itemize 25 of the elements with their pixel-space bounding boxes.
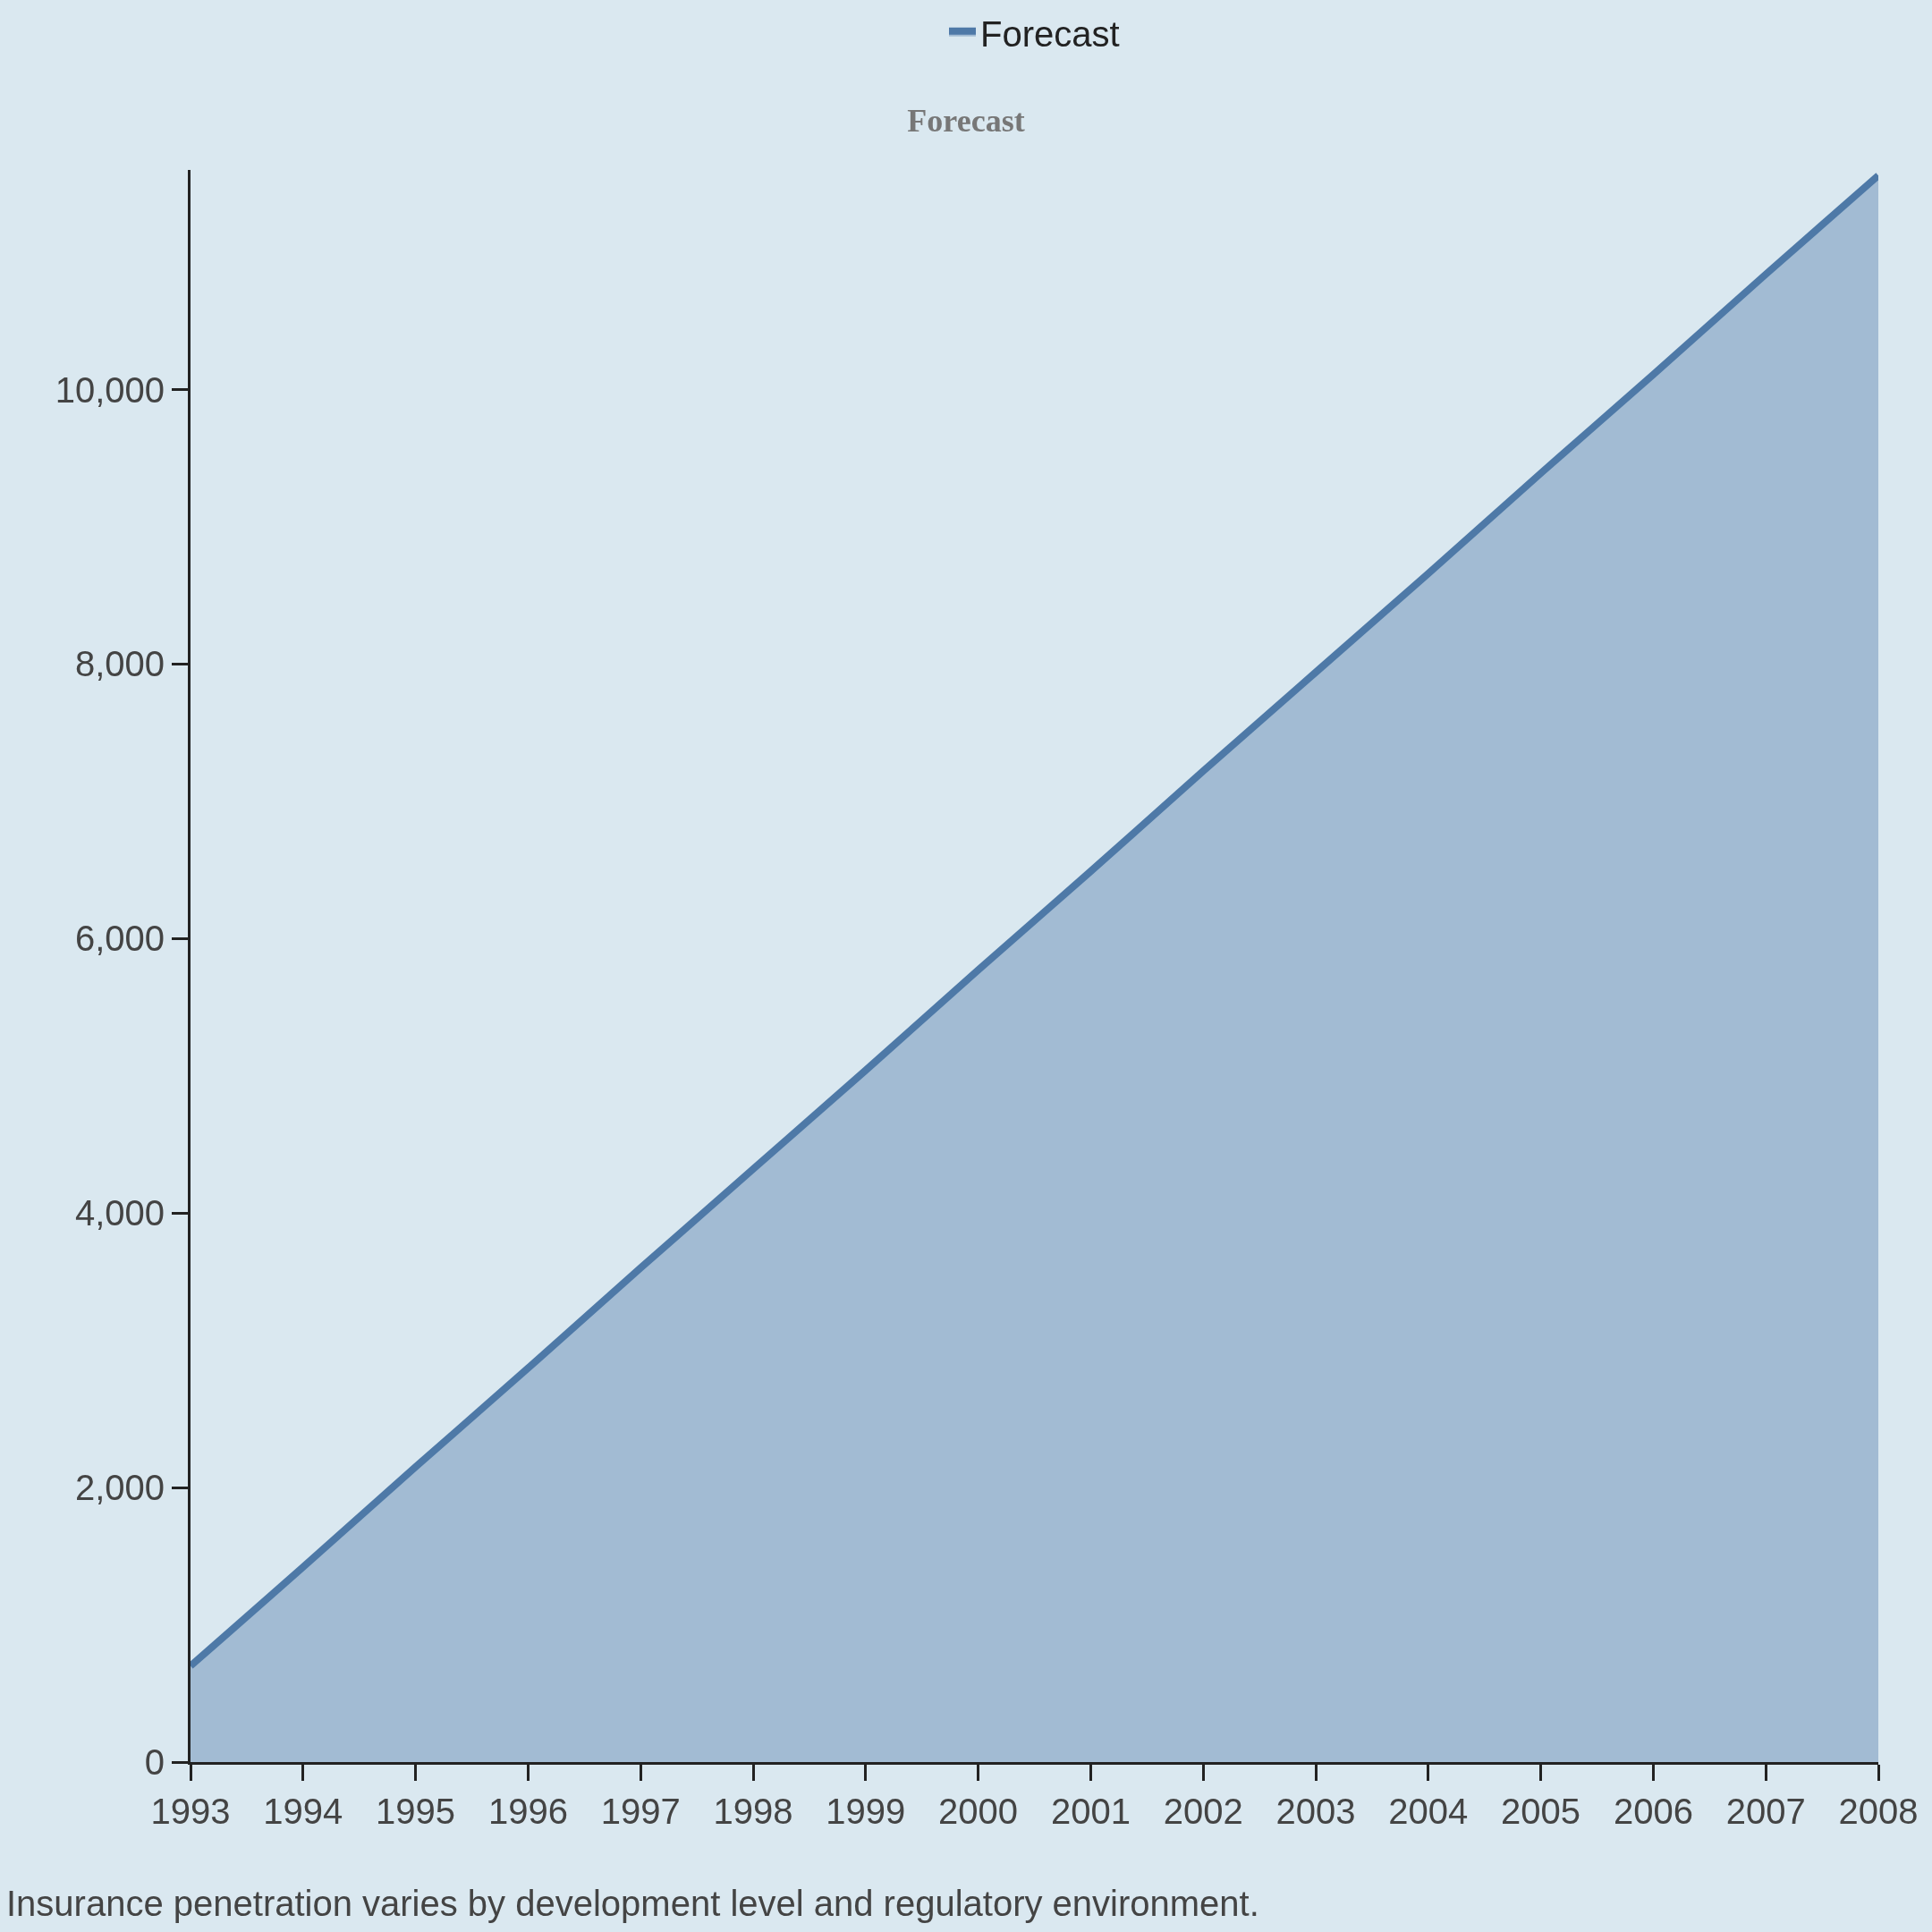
x-tick-label: 2007 <box>1725 1792 1806 1831</box>
x-tick-label: 1993 <box>150 1792 231 1831</box>
y-tick-label: 4,000 <box>74 1193 165 1233</box>
x-tick-label: 1994 <box>263 1792 343 1831</box>
y-tick-label: 2,000 <box>74 1468 165 1508</box>
y-tick-label: 8,000 <box>74 644 165 684</box>
x-tick-label: 2003 <box>1275 1792 1356 1831</box>
x-tick-label: 2008 <box>1838 1792 1919 1831</box>
y-tick-label: 6,000 <box>74 919 165 959</box>
x-tick-label: 2002 <box>1163 1792 1243 1831</box>
chart-title: Forecast <box>907 102 1025 139</box>
x-tick-label: 1998 <box>713 1792 793 1831</box>
x-tick-label: 1997 <box>600 1792 681 1831</box>
x-tick-label: 2006 <box>1613 1792 1693 1831</box>
x-tick-label: 2000 <box>938 1792 1019 1831</box>
x-tick-label: 1999 <box>826 1792 906 1831</box>
x-tick-label: 2004 <box>1388 1792 1469 1831</box>
x-tick-label: 2001 <box>1050 1792 1131 1831</box>
legend-label: Forecast <box>980 14 1120 55</box>
x-tick-label: 1996 <box>487 1792 568 1831</box>
y-tick-label: 10,000 <box>55 369 165 410</box>
x-tick-label: 1995 <box>376 1792 456 1831</box>
y-tick-label: 0 <box>144 1742 165 1782</box>
text: Insurance penetration varies by development level and regulatory environment. <box>6 1884 1259 1923</box>
x-tick-label: 2005 <box>1501 1792 1581 1831</box>
